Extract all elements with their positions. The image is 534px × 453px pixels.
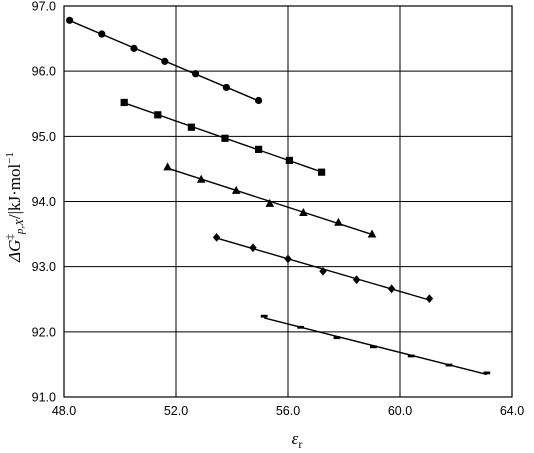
point-s3-6 xyxy=(334,217,343,226)
point-s4-1 xyxy=(212,232,221,242)
point-s3-7 xyxy=(367,229,377,238)
y-tick-label-5: 96.0 xyxy=(32,65,56,79)
x-tick-label-2: 56.0 xyxy=(276,404,300,418)
y-tick-labels: 91.0 92.0 93.0 94.0 95.0 96.0 97.0 xyxy=(32,0,56,405)
point-s5-7 xyxy=(483,371,491,375)
point-s2-5 xyxy=(255,145,263,153)
grid-lines xyxy=(63,5,513,398)
x-tick-labels: 48.0 52.0 56.0 60.0 64.0 xyxy=(52,404,524,418)
point-s5-6 xyxy=(445,363,453,367)
y-tick-label-0: 91.0 xyxy=(32,391,56,405)
y-tick-label-3: 94.0 xyxy=(32,195,56,209)
plot-area-border xyxy=(63,5,513,398)
point-s3-3 xyxy=(231,185,241,194)
point-s3-2 xyxy=(196,174,206,183)
y-tick-label-2: 93.0 xyxy=(32,260,56,274)
x-tick-label-3: 60.0 xyxy=(388,404,412,418)
y-tick-label-4: 95.0 xyxy=(32,130,56,144)
y-axis-title: ΔG‡p,X/|kJ·mol−1 xyxy=(4,152,26,263)
point-s1-3 xyxy=(130,44,138,52)
trendlines xyxy=(69,19,487,376)
series-4 xyxy=(212,232,434,303)
point-s1-5 xyxy=(192,70,200,78)
point-s2-2 xyxy=(154,111,162,119)
y-axis-symbol: ΔG xyxy=(5,240,24,263)
y-axis-unit: /|kJ·mol xyxy=(5,164,24,220)
point-s1-2 xyxy=(98,30,106,38)
point-s2-6 xyxy=(285,156,293,165)
point-s4-5 xyxy=(352,275,361,285)
series-5 xyxy=(260,314,491,375)
point-s1-7 xyxy=(255,96,263,105)
point-s4-6 xyxy=(387,284,396,294)
y-tick-label-1: 92.0 xyxy=(32,325,56,339)
series-2 xyxy=(120,98,326,176)
point-s2-7 xyxy=(318,168,326,176)
point-s2-1 xyxy=(120,98,128,107)
point-s5-3 xyxy=(333,336,341,340)
x-tick-label-0: 48.0 xyxy=(52,404,76,418)
data-markers xyxy=(66,16,491,375)
x-tick-label-4: 64.0 xyxy=(500,404,524,418)
series-3 xyxy=(163,162,377,238)
point-s5-4 xyxy=(370,345,377,349)
point-s1-4 xyxy=(161,57,169,65)
x-axis-title: εr xyxy=(292,429,303,451)
point-s4-7 xyxy=(425,294,434,303)
point-s2-4 xyxy=(221,134,229,142)
x-axis-symbol: ε xyxy=(292,429,299,448)
point-s5-1 xyxy=(260,314,268,318)
y-axis-subscript: p,X xyxy=(14,218,26,235)
point-s3-4 xyxy=(265,198,275,207)
point-s3-5 xyxy=(299,207,308,216)
point-s1-1 xyxy=(66,16,74,24)
x-tick-label-1: 52.0 xyxy=(164,404,188,418)
y-axis-superscript: ‡ xyxy=(4,234,16,240)
y-axis-unit-exponent: −1 xyxy=(4,152,16,164)
point-s4-4 xyxy=(319,266,327,276)
point-s3-1 xyxy=(163,162,172,171)
point-s5-5 xyxy=(407,354,415,358)
point-s5-2 xyxy=(297,325,304,329)
series-1 xyxy=(66,16,263,105)
point-s4-2 xyxy=(249,243,257,253)
point-s2-3 xyxy=(187,123,195,131)
point-s1-6 xyxy=(222,83,230,92)
plot-frame xyxy=(63,5,513,398)
x-axis-subscript: r xyxy=(298,437,302,451)
point-s4-3 xyxy=(284,254,292,264)
y-tick-label-6: 97.0 xyxy=(32,0,56,14)
